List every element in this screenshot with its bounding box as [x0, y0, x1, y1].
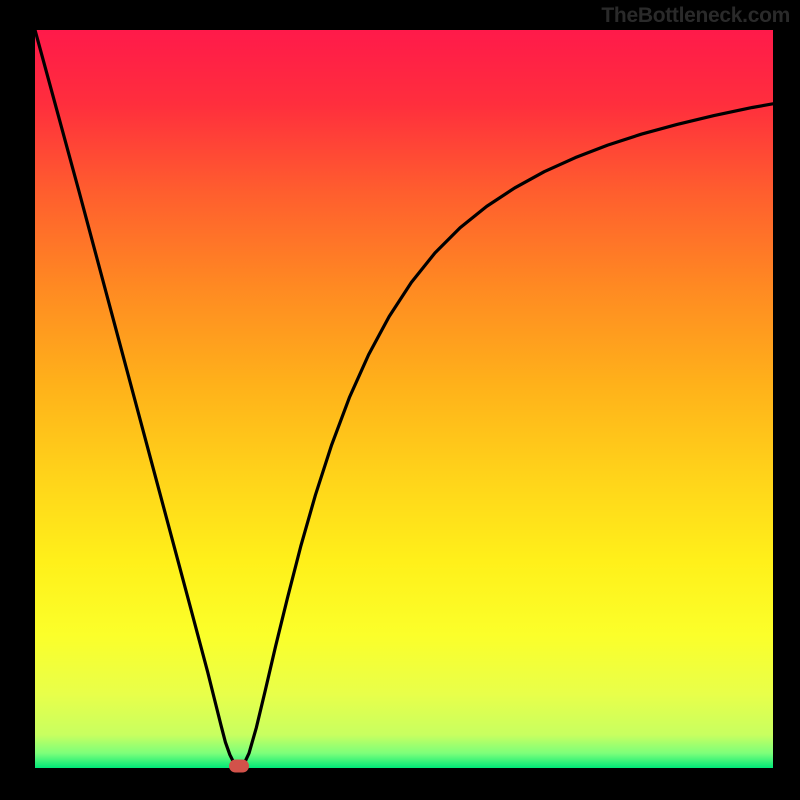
chart-container: TheBottleneck.com	[0, 0, 800, 800]
curve-svg	[35, 30, 773, 768]
watermark-text: TheBottleneck.com	[601, 4, 790, 28]
minimum-marker	[229, 759, 249, 772]
plot-area	[35, 30, 773, 768]
bottleneck-curve	[35, 30, 773, 768]
